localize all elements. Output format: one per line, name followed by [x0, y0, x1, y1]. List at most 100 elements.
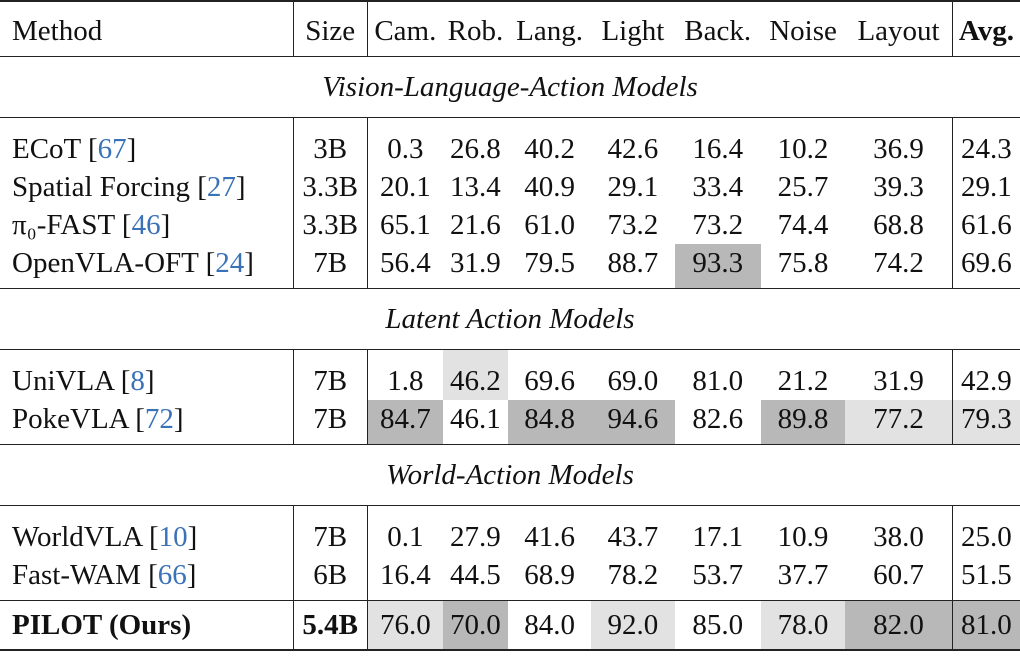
- header-row: Method Size Cam. Rob. Lang. Light Back. …: [0, 0, 1020, 57]
- value-cell: 88.7: [607, 246, 659, 279]
- value-cell: 13.4: [450, 170, 501, 203]
- method-name: Spatial Forcing [27]: [0, 168, 294, 206]
- method-name: UniVLA [8]: [0, 349, 294, 400]
- header-layout: Layout: [845, 0, 953, 57]
- avg-cell: 51.5: [961, 558, 1012, 591]
- size-cell: 3.3B: [293, 206, 368, 244]
- value-cell: 16.4: [379, 558, 431, 591]
- method-name: PILOT (Ours): [0, 600, 294, 651]
- method-name: PokeVLA [72]: [0, 400, 294, 445]
- value-cell: 20.1: [379, 170, 431, 203]
- method-name: Fast-WAM [66]: [0, 556, 294, 601]
- value-cell: 85.0: [674, 600, 761, 651]
- size-cell: 7B: [293, 505, 368, 556]
- citation-link[interactable]: 27: [206, 170, 236, 203]
- section-title-row: Vision-Language-Action Models: [0, 56, 1020, 118]
- value-cell: 43.7: [591, 505, 675, 556]
- section-title: Latent Action Models: [0, 288, 1020, 350]
- method-name: OpenVLA-OFT [24]: [0, 244, 294, 289]
- size-cell: 7B: [293, 400, 368, 445]
- value-cell: 60.7: [845, 556, 953, 601]
- results-table: Method Size Cam. Rob. Lang. Light Back. …: [0, 0, 1020, 651]
- value-cell: 44.5: [450, 558, 501, 591]
- value-cell: 36.9: [845, 117, 953, 168]
- value-cell: 27.9: [442, 505, 508, 556]
- section-title: World-Action Models: [0, 444, 1020, 506]
- avg-cell: 29.1: [961, 170, 1012, 203]
- value-cell: 78.0: [760, 600, 846, 651]
- avg-cell: 81.0: [952, 600, 1020, 651]
- value-cell: 38.0: [845, 505, 953, 556]
- header-size: Size: [293, 0, 368, 57]
- value-cell: 46.2: [442, 349, 508, 400]
- value-cell: 73.2: [692, 208, 744, 241]
- value-cell: 82.0: [845, 600, 953, 651]
- value-cell: 79.5: [524, 246, 575, 279]
- value-cell: 70.0: [442, 600, 508, 651]
- table-row: ECoT [67] 3B 0.3 26.8 40.2 42.6 16.4 10.…: [0, 117, 1020, 168]
- value-cell: 21.6: [450, 208, 501, 241]
- ours-row: PILOT (Ours) 5.4B 76.0 70.0 84.0 92.0 85…: [0, 600, 1020, 651]
- value-cell: 37.7: [777, 558, 829, 591]
- citation-link[interactable]: 66: [157, 558, 187, 591]
- citation-link[interactable]: 72: [144, 402, 174, 435]
- value-cell: 84.7: [367, 400, 443, 445]
- header-cam: Cam.: [367, 0, 443, 57]
- value-cell: 76.0: [367, 600, 443, 651]
- table-row: WorldVLA [10] 7B 0.1 27.9 41.6 43.7 17.1…: [0, 505, 1020, 556]
- table-row: π₀-FAST [46] 3.3B 65.1 21.6 61.0 73.2 73…: [0, 206, 1020, 244]
- value-cell: 39.3: [845, 168, 953, 206]
- method-name: WorldVLA [10]: [0, 505, 294, 556]
- value-cell: 74.2: [845, 244, 953, 289]
- citation-link[interactable]: 10: [158, 520, 188, 553]
- header-lang: Lang.: [507, 0, 592, 57]
- value-cell: 40.9: [524, 170, 575, 203]
- header-method: Method: [0, 0, 294, 57]
- value-cell: 78.2: [607, 558, 659, 591]
- citation-link[interactable]: 67: [97, 132, 127, 165]
- value-cell: 69.0: [591, 349, 675, 400]
- value-cell: 56.4: [379, 246, 431, 279]
- value-cell: 1.8: [367, 349, 443, 400]
- header-noise: Noise: [760, 0, 846, 57]
- size-cell: 5.4B: [293, 600, 368, 651]
- value-cell: 75.8: [777, 246, 829, 279]
- value-cell: 31.9: [450, 246, 501, 279]
- value-cell: 0.1: [367, 505, 443, 556]
- value-cell: 73.2: [607, 208, 659, 241]
- value-cell: 31.9: [845, 349, 953, 400]
- value-cell: 16.4: [674, 117, 761, 168]
- value-cell: 68.8: [845, 206, 953, 244]
- citation-link[interactable]: 46: [131, 208, 161, 241]
- value-cell: 33.4: [692, 170, 744, 203]
- avg-cell: 79.3: [952, 400, 1020, 445]
- avg-cell: 61.6: [961, 208, 1012, 241]
- size-cell: 7B: [293, 349, 368, 400]
- avg-cell: 24.3: [952, 117, 1020, 168]
- table-row: OpenVLA-OFT [24] 7B 56.4 31.9 79.5 88.7 …: [0, 244, 1020, 289]
- value-cell: 41.6: [507, 505, 592, 556]
- table-row: Spatial Forcing [27] 3.3B 20.1 13.4 40.9…: [0, 168, 1020, 206]
- value-cell: 81.0: [674, 349, 761, 400]
- value-cell: 74.4: [777, 208, 829, 241]
- header-light: Light: [591, 0, 675, 57]
- value-cell: 92.0: [591, 600, 675, 651]
- value-cell: 77.2: [845, 400, 953, 445]
- avg-cell: 42.9: [952, 349, 1020, 400]
- value-cell: 61.0: [524, 208, 575, 241]
- value-cell: 42.6: [591, 117, 675, 168]
- method-name: ECoT [67]: [0, 117, 294, 168]
- size-cell: 7B: [293, 244, 368, 289]
- avg-cell: 25.0: [952, 505, 1020, 556]
- value-cell: 93.3: [674, 244, 761, 289]
- value-cell: 17.1: [674, 505, 761, 556]
- header-avg: Avg.: [952, 0, 1020, 57]
- value-cell: 29.1: [607, 170, 659, 203]
- value-cell: 89.8: [760, 400, 846, 445]
- citation-link[interactable]: 8: [130, 364, 145, 397]
- value-cell: 68.9: [524, 558, 575, 591]
- header-rob: Rob.: [442, 0, 508, 57]
- table-row: PokeVLA [72] 7B 84.7 46.1 84.8 94.6 82.6…: [0, 400, 1020, 445]
- value-cell: 40.2: [507, 117, 592, 168]
- citation-link[interactable]: 24: [215, 246, 245, 279]
